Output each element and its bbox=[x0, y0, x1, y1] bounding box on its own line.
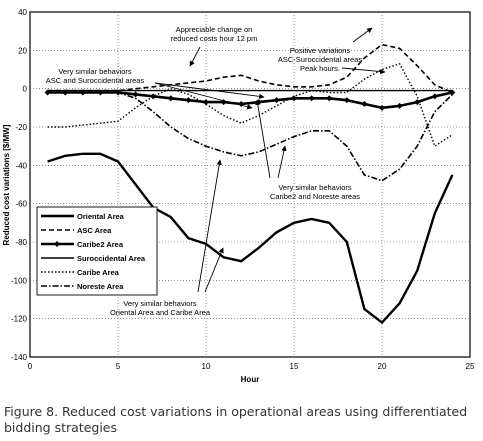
data-point bbox=[273, 97, 280, 104]
data-point bbox=[150, 93, 157, 100]
annotation-line: reduced costs hour 12 pm bbox=[171, 34, 258, 43]
x-axis-label: Hour bbox=[241, 375, 260, 384]
series-line bbox=[47, 91, 453, 182]
annotation-arrows bbox=[154, 27, 386, 293]
y-tick-label: -120 bbox=[11, 315, 28, 324]
data-point bbox=[361, 101, 368, 107]
annotation-line: Appreciable change on bbox=[176, 25, 253, 34]
y-tick-label: -20 bbox=[15, 123, 27, 132]
legend-label: Suroccidental Area bbox=[77, 254, 146, 263]
annotation-1: Appreciable change on reduced costs hour … bbox=[171, 25, 258, 43]
data-point bbox=[167, 95, 174, 102]
annotation-line: Positive variations bbox=[290, 46, 351, 55]
y-tick-label: -140 bbox=[11, 353, 28, 362]
y-tick-label: -40 bbox=[15, 161, 27, 170]
annotation-line: Peak hours. bbox=[300, 64, 340, 73]
tick-labels: 0 5 10 15 20 25 40 20 0 -20 -40 -60 -80 -100 -120 -140 bbox=[11, 8, 475, 371]
x-tick-label: 20 bbox=[378, 362, 387, 371]
annotation-2: Positive variations ASC-Suroccidental are… bbox=[278, 46, 362, 73]
annotation-arrow bbox=[341, 67, 386, 75]
annotation-3: Very similar behaviors ASC and Surocciden… bbox=[46, 67, 145, 85]
series-line bbox=[47, 152, 454, 325]
legend-box bbox=[36, 206, 158, 296]
x-tick-label: 25 bbox=[466, 362, 475, 371]
annotation-arrow bbox=[255, 99, 271, 179]
annotations: Appreciable change on reduced costs hour … bbox=[46, 25, 363, 317]
annotation-line: Very similar behaviors bbox=[123, 299, 197, 308]
data-point bbox=[132, 91, 139, 98]
data-point bbox=[396, 102, 403, 109]
series-6 bbox=[47, 91, 453, 182]
data-point bbox=[431, 93, 438, 100]
annotation-line: Very similar behaviors bbox=[58, 67, 132, 76]
y-tick-label: -60 bbox=[15, 200, 27, 209]
series-5 bbox=[47, 62, 453, 148]
annotation-line: Very similar behaviors bbox=[278, 183, 352, 192]
x-tick-label: 5 bbox=[116, 362, 121, 371]
annotation-arrow bbox=[277, 145, 287, 179]
annotation-5: Very similar behaviors Oriental Area and … bbox=[110, 299, 211, 317]
chart-figure: 0 5 10 15 20 2540200-20-40-60-80-100-120-140 … bbox=[2, 8, 475, 384]
x-tick-label: 0 bbox=[28, 362, 33, 371]
annotation-line: Oriental Area and Caribe Area bbox=[110, 308, 211, 317]
annotation-line: ASC-Suroccidental areas bbox=[278, 55, 362, 64]
annotation-arrow bbox=[197, 159, 222, 293]
y-tick-label: 0 bbox=[23, 85, 28, 94]
annotation-4: Very similar behaviors Caribe2 and Norest… bbox=[270, 183, 360, 201]
figure-caption: Figure 8. Reduced cost variations in ope… bbox=[4, 404, 468, 435]
annotation-arrow bbox=[154, 82, 253, 110]
legend-label: Noreste Area bbox=[77, 282, 124, 291]
legend-marker bbox=[54, 241, 60, 247]
legend-label: Caribe Area bbox=[77, 268, 120, 277]
series-layer bbox=[44, 43, 456, 325]
series-line bbox=[47, 62, 453, 148]
plot-frame bbox=[29, 11, 471, 358]
annotation-arrow bbox=[189, 46, 201, 67]
annotation-line: ASC and Suroccidental areas bbox=[46, 76, 145, 85]
y-tick-label: 40 bbox=[18, 8, 27, 17]
annotation-arrow bbox=[154, 82, 265, 100]
data-point bbox=[343, 97, 350, 104]
x-tick-label: 15 bbox=[290, 362, 299, 371]
data-point bbox=[379, 104, 385, 111]
legend-label: ASC Area bbox=[77, 226, 112, 235]
data-point bbox=[308, 95, 315, 102]
x-tick-label: 10 bbox=[202, 362, 211, 371]
y-tick-label: -100 bbox=[11, 276, 28, 285]
series-1 bbox=[47, 152, 454, 325]
annotation-line: Caribe2 and Noreste areas bbox=[270, 192, 360, 201]
legend: Oriental Area ASC Area Caribe2 Area Surocci… bbox=[36, 206, 158, 296]
data-point bbox=[326, 95, 333, 102]
data-point bbox=[185, 97, 192, 104]
legend-label: Caribe2 Area bbox=[77, 240, 124, 249]
annotation-arrow bbox=[204, 247, 224, 293]
y-tick-label: -80 bbox=[15, 238, 27, 247]
y-axis-label: Reduced cost variations [$/MW] bbox=[2, 124, 11, 245]
y-tick-label: 20 bbox=[18, 46, 27, 55]
data-point bbox=[203, 99, 209, 106]
legend-label: Oriental Area bbox=[77, 212, 125, 221]
annotation-arrow bbox=[352, 27, 373, 43]
